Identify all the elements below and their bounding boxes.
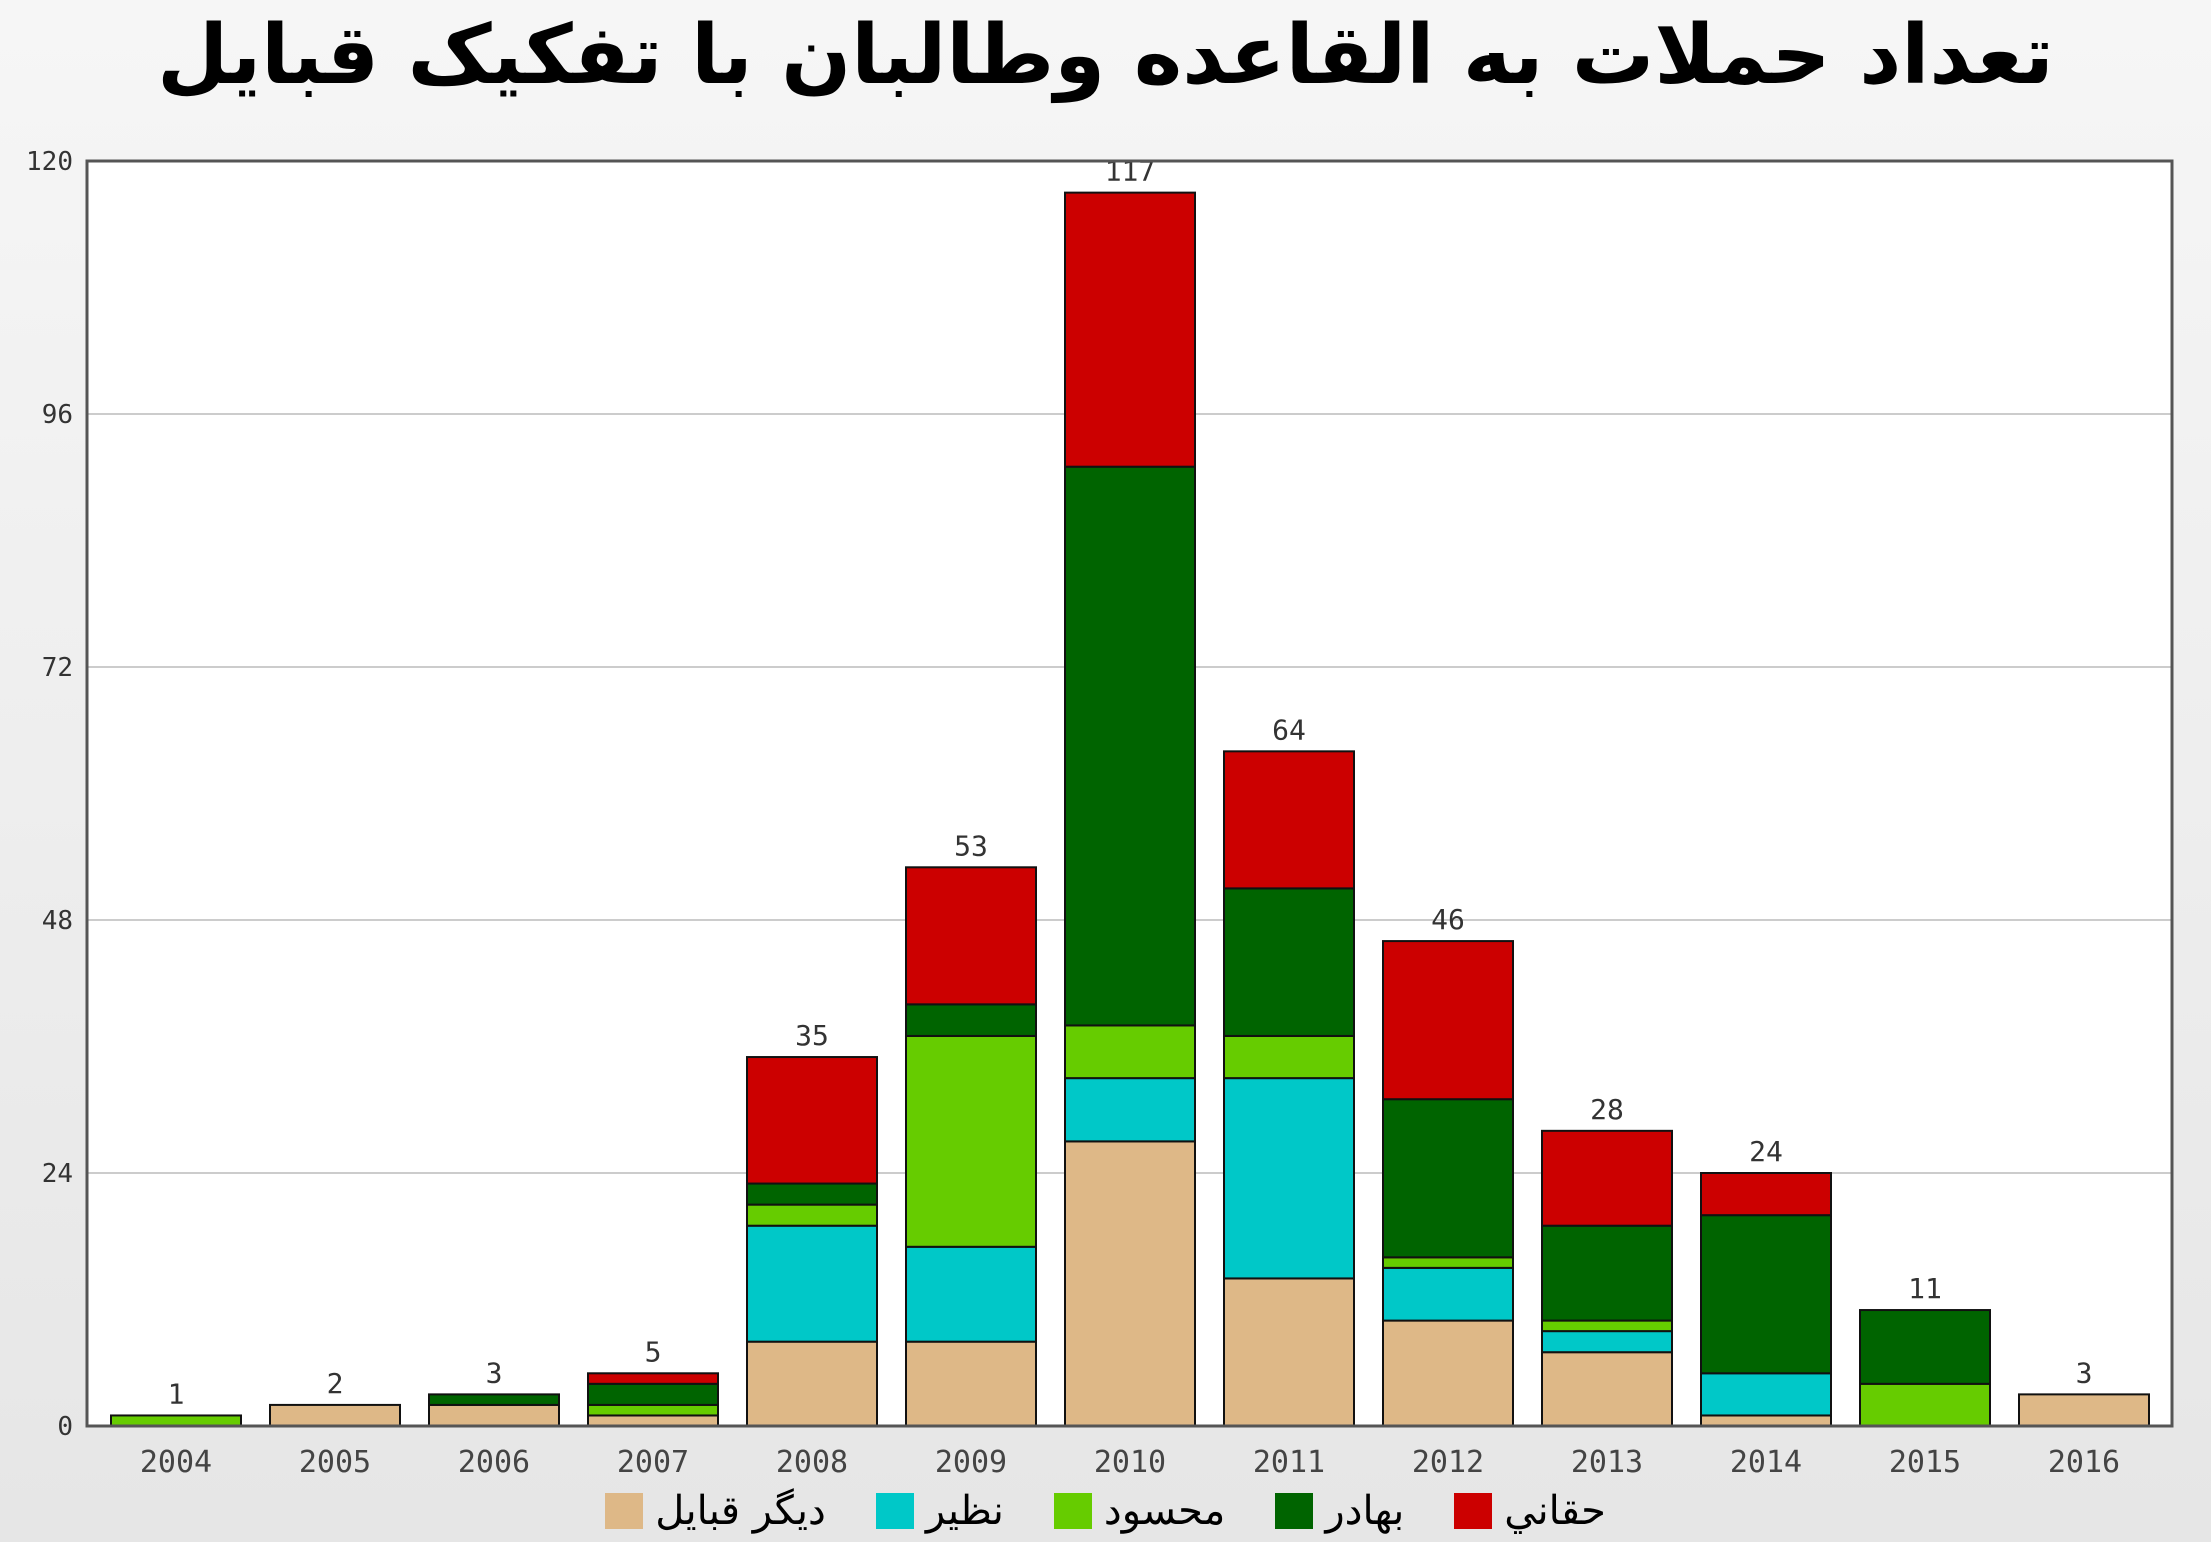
bar-segment — [1064, 191, 1196, 468]
bar-segment — [1064, 1077, 1196, 1143]
bar-segment — [1382, 1256, 1514, 1269]
data-label: 64 — [1272, 713, 1306, 746]
bar-segment — [905, 1003, 1037, 1037]
bar-segment — [110, 1414, 242, 1428]
data-label: 1 — [168, 1377, 185, 1410]
data-label: 5 — [645, 1335, 662, 1368]
bar-segment — [1541, 1330, 1673, 1354]
data-label: 11 — [1908, 1272, 1942, 1305]
legend-item: نظير — [875, 1488, 1004, 1534]
plot-border — [85, 159, 2174, 1428]
legend-swatch — [1053, 1493, 1092, 1529]
bar-segment — [269, 1403, 401, 1427]
bar-segment — [587, 1372, 719, 1385]
legend-swatch — [875, 1493, 914, 1529]
data-label: 35 — [795, 1019, 829, 1052]
bar-segment — [746, 1224, 878, 1343]
bar-segment — [1223, 1277, 1355, 1427]
bar-segment — [1541, 1351, 1673, 1428]
bar-segment — [587, 1382, 719, 1406]
legend-item: محسود — [1053, 1488, 1226, 1534]
legend-item: حقاني — [1454, 1488, 1606, 1534]
bar-segment — [1382, 1319, 1514, 1428]
bar-segment — [1064, 1024, 1196, 1080]
legend-label: ديگر قبايل — [655, 1488, 826, 1534]
x-tick-label: 2012 — [1412, 1445, 1484, 1480]
bar-segment — [1382, 1098, 1514, 1259]
bar-segment — [1859, 1309, 1991, 1385]
x-tick-label: 2016 — [2048, 1445, 2120, 1480]
data-label: 46 — [1431, 903, 1465, 936]
legend-label: حقاني — [1504, 1488, 1606, 1534]
bar-segment — [746, 1056, 878, 1185]
x-tick-label: 2010 — [1094, 1445, 1166, 1480]
bar-segment — [587, 1403, 719, 1417]
x-tick-label: 2015 — [1889, 1445, 1961, 1480]
bar-segment — [1859, 1382, 1991, 1428]
bar-segment — [746, 1340, 878, 1427]
bar-segment — [428, 1403, 560, 1427]
legend-swatch — [1454, 1493, 1493, 1529]
bar-segment — [905, 1034, 1037, 1248]
data-label: 2 — [327, 1367, 344, 1400]
x-tick-label: 2011 — [1253, 1445, 1325, 1480]
bar-segment — [1700, 1172, 1832, 1217]
chart-title: تعداد حملات به القاعده وطالبان با تفکیک … — [157, 8, 2054, 103]
bar-segment — [1700, 1372, 1832, 1417]
bar-segment — [1382, 1266, 1514, 1322]
bar-segment — [1223, 750, 1355, 890]
x-tick-label: 2004 — [140, 1445, 212, 1480]
x-tick-label: 2008 — [776, 1445, 848, 1480]
legend-item: بهادر — [1275, 1488, 1404, 1534]
data-label: 24 — [1749, 1135, 1783, 1168]
data-label: 53 — [954, 829, 988, 862]
bar-segment — [1541, 1224, 1673, 1322]
x-tick-label: 2013 — [1571, 1445, 1643, 1480]
y-tick-label: 0 — [57, 1412, 73, 1442]
bar-segment — [1223, 887, 1355, 1037]
legend-label: محسود — [1103, 1488, 1226, 1534]
y-tick-label: 24 — [42, 1159, 73, 1189]
bar-segment — [1064, 1140, 1196, 1427]
data-label: 3 — [486, 1356, 503, 1389]
bar-segment — [905, 866, 1037, 1006]
bar-segment — [1700, 1214, 1832, 1375]
legend-label: نظير — [925, 1488, 1004, 1534]
bar-segment — [746, 1182, 878, 1206]
y-tick-label: 48 — [42, 906, 73, 936]
y-tick-label: 72 — [42, 653, 73, 683]
x-tick-label: 2009 — [935, 1445, 1007, 1480]
bar-segment — [1223, 1034, 1355, 1080]
legend-item: ديگر قبايل — [605, 1488, 826, 1534]
bar-segment — [1223, 1077, 1355, 1280]
data-label: 28 — [1590, 1093, 1624, 1126]
legend-swatch — [1275, 1493, 1314, 1529]
bar-segment — [905, 1245, 1037, 1343]
bar-segment — [587, 1414, 719, 1428]
y-tick-label: 120 — [26, 147, 73, 177]
bar-segment — [1541, 1319, 1673, 1333]
bar-segment — [2018, 1393, 2150, 1427]
data-label: 3 — [2076, 1356, 2093, 1389]
legend-label: بهادر — [1325, 1488, 1405, 1534]
bar-segment — [905, 1340, 1037, 1427]
bar-segment — [1700, 1414, 1832, 1428]
bar-segment — [1382, 940, 1514, 1101]
legend: حقاني بهادر محسود نظير ديگر قبايل — [0, 1488, 2211, 1534]
x-tick-label: 2014 — [1730, 1445, 1802, 1480]
y-tick-label: 96 — [42, 400, 73, 430]
x-tick-label: 2005 — [299, 1445, 371, 1480]
x-tick-label: 2006 — [458, 1445, 530, 1480]
bar-segment — [1064, 465, 1196, 1027]
bar-segment — [428, 1393, 560, 1406]
legend-swatch — [605, 1493, 644, 1529]
bar-segment — [1541, 1129, 1673, 1227]
bar-segment — [746, 1203, 878, 1227]
x-tick-label: 2007 — [617, 1445, 689, 1480]
